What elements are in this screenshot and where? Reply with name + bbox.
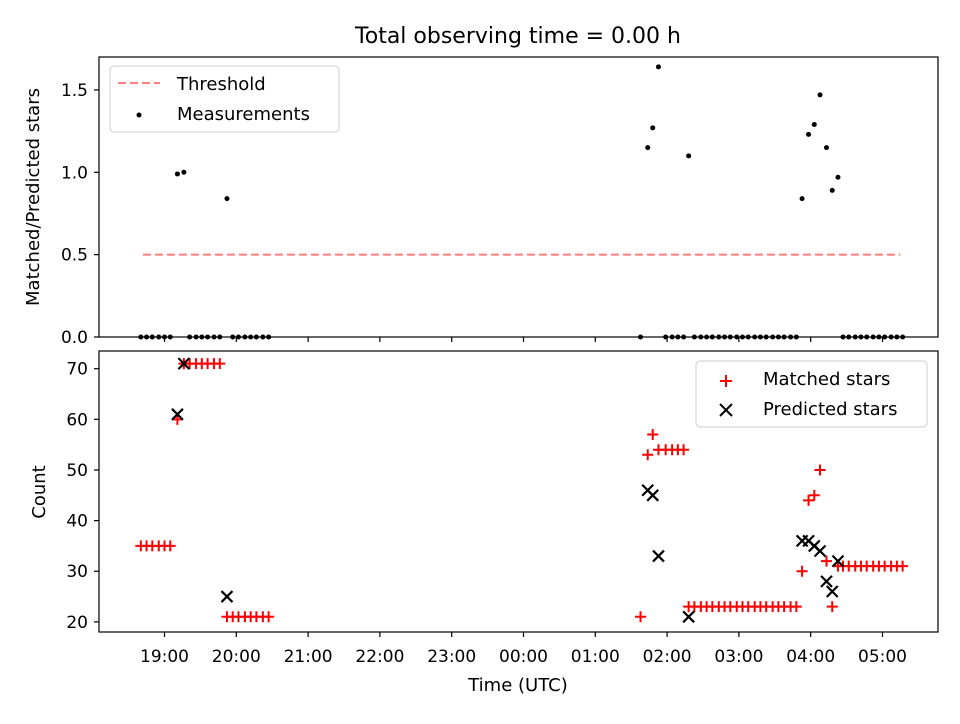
legend-threshold-label: Threshold (176, 74, 266, 95)
measurement-point (835, 174, 841, 180)
x-tick-label: 03:00 (714, 647, 763, 667)
matched-star-point (214, 358, 226, 370)
bottom-panel-y-axis: 20 30 40 50 60 70 (66, 360, 99, 633)
chart-title: Total observing time = 0.00 h (354, 24, 681, 49)
x-tick-label: 20:00 (212, 647, 261, 667)
bottom-y-tick-label: 60 (66, 410, 88, 430)
x-tick-label: 19:00 (140, 647, 189, 667)
measurement-point (655, 64, 661, 70)
predicted-star-point (682, 610, 695, 624)
x-tick-label: 01:00 (571, 647, 620, 667)
legend-predicted-swatch (719, 403, 733, 417)
legend-measurements-label: Measurements (177, 104, 310, 125)
predicted-star-point (813, 544, 827, 558)
matched-star-point (678, 444, 690, 456)
matched-star-point (897, 560, 909, 572)
matched-star-point (820, 555, 832, 567)
top-panel: 0.0 0.5 1.0 1.5 Matched/Predicted stars Thr… (23, 56, 939, 348)
measurement-point (817, 92, 823, 98)
top-panel-frame (98, 56, 939, 338)
predicted-star-point (171, 408, 184, 421)
top-y-tick-label: 0.5 (61, 246, 88, 266)
measurement-point (650, 125, 656, 131)
matched-star-point (164, 540, 176, 552)
bottom-panel-x-axis: 19:00 20:00 21:00 22:00 23:00 00:00 01:00 02:00… (140, 632, 907, 667)
legend-predicted-label: Predicted stars (763, 399, 897, 420)
measurement-point (181, 169, 187, 175)
matched-star-point (808, 489, 820, 501)
top-y-tick-label: 1.5 (61, 81, 88, 101)
measurement-point (645, 145, 651, 151)
measurement-point (806, 131, 812, 137)
x-tick-label: 05:00 (858, 647, 907, 667)
predicted-star-point (820, 575, 833, 588)
measurement-point (829, 187, 835, 193)
legend-matched-label: Matched stars (763, 369, 890, 390)
x-tick-label: 23:00 (427, 647, 476, 667)
bottom-y-tick-label: 40 (66, 512, 88, 532)
top-panel-y-label: Matched/Predicted stars (23, 88, 44, 306)
matched-star-point (826, 601, 838, 613)
measurement-point (686, 153, 692, 159)
bottom-y-tick-label: 50 (66, 461, 88, 481)
measurement-point (799, 196, 805, 202)
predicted-star-point (177, 357, 191, 370)
bottom-panel-marks (135, 357, 909, 624)
bottom-y-tick-label: 30 (66, 562, 88, 582)
bottom-legend-box (695, 360, 928, 428)
top-legend: Threshold Measurements (109, 65, 340, 133)
bottom-panel-y-label: Count (29, 465, 50, 518)
matched-star-point (635, 611, 647, 623)
x-tick-label: 21:00 (284, 647, 333, 667)
top-y-tick-label: 1.0 (61, 163, 88, 183)
predicted-star-point (831, 554, 845, 568)
matched-star-point (790, 601, 802, 613)
x-tick-label: 02:00 (643, 647, 692, 667)
x-tick-label: 22:00 (355, 647, 404, 667)
top-panel-x-ticks (163, 337, 884, 342)
matched-star-point (803, 494, 815, 506)
measurement-point (823, 145, 829, 151)
predicted-star-point (646, 489, 660, 502)
predicted-star-point (652, 549, 665, 563)
top-y-tick-label: 0.0 (61, 328, 88, 348)
matched-star-point (814, 464, 826, 476)
matched-star-point (642, 449, 654, 461)
measurement-point (811, 122, 817, 128)
matched-star-point (796, 565, 808, 577)
predicted-star-point (825, 585, 839, 598)
bottom-panel-frame (98, 350, 939, 633)
matched-star-point (647, 429, 659, 441)
predicted-star-point (220, 590, 234, 603)
bottom-y-tick-label: 70 (66, 360, 88, 380)
bottom-y-tick-label: 20 (66, 613, 88, 633)
legend-measurements-swatch (136, 112, 142, 118)
measurement-point (174, 171, 180, 177)
legend-matched-swatch (720, 375, 732, 387)
top-panel-y-axis: 0.0 0.5 1.0 1.5 (61, 81, 99, 348)
x-axis-label: Time (UTC) (467, 675, 568, 696)
x-tick-label: 04:00 (786, 647, 835, 667)
bottom-legend: Matched stars Predicted stars (695, 360, 928, 428)
x-tick-label: 00:00 (499, 647, 548, 667)
bottom-panel: 20 30 40 50 60 70 19:00 20:00 21:00 22:00 23:00 00… (29, 350, 939, 696)
top-legend-box (109, 65, 340, 133)
measurement-point (224, 196, 230, 202)
matched-star-point (263, 611, 275, 623)
